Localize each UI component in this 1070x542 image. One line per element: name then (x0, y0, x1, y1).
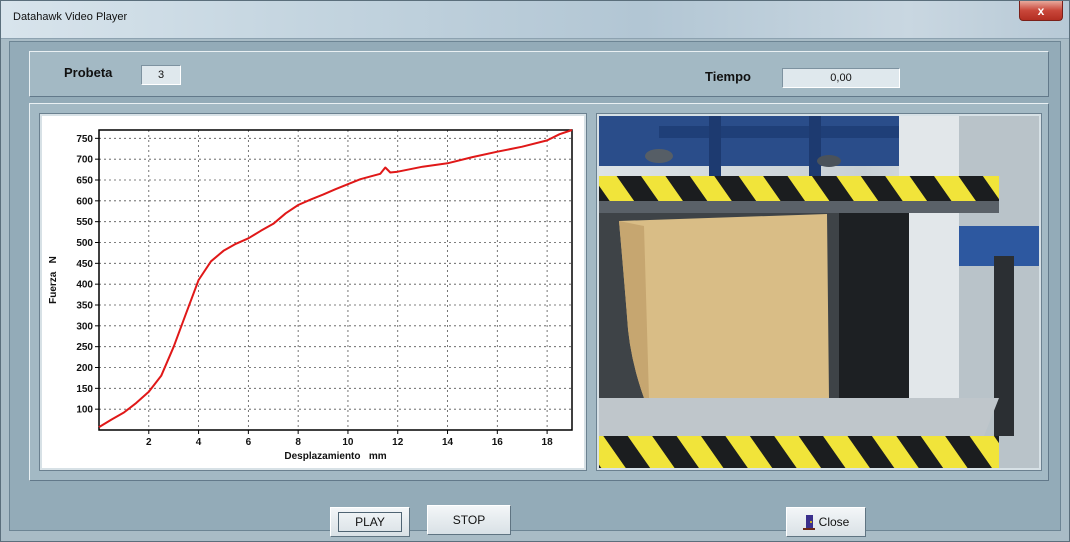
y-tick-label: 750 (76, 134, 93, 145)
plot-frame (98, 129, 573, 431)
y-tick-label: 650 (76, 176, 93, 187)
probeta-field: 3 (141, 65, 181, 85)
y-tick-label: 300 (76, 321, 93, 332)
x-tick-label: 6 (246, 437, 252, 448)
y-tick-label: 550 (76, 217, 93, 228)
tiempo-label: Tiempo (705, 69, 751, 84)
probeta-label: Probeta (64, 65, 113, 80)
title-bar[interactable]: Datahawk Video Player x (1, 1, 1069, 39)
play-button[interactable]: PLAY (330, 507, 410, 537)
chart-svg: 2 4 6 8 10 12 14 16 18 100 150 200 250 300 350 400 450 50… (48, 129, 573, 462)
video-frame (596, 113, 1042, 471)
window-title: Datahawk Video Player (13, 11, 128, 23)
x-tick-label: 14 (442, 437, 454, 448)
y-tick-label: 200 (76, 363, 93, 374)
y-tick-label: 500 (76, 238, 93, 249)
tiempo-field: 0,00 (782, 68, 900, 88)
y-tick-label: 600 (76, 196, 93, 207)
close-button-label: Close (818, 515, 850, 529)
force-curve-line (98, 129, 573, 428)
y-tick-label: 700 (76, 155, 93, 166)
window-close-button[interactable]: x (1019, 1, 1063, 21)
y-tick-label: 100 (76, 405, 93, 416)
video-image (599, 116, 1039, 468)
x-tick-label: 4 (196, 437, 202, 448)
x-tick-label: 10 (342, 437, 354, 448)
y-tick-label: 450 (76, 259, 93, 270)
close-button[interactable]: Close (786, 507, 866, 537)
y-tick-label: 150 (76, 384, 93, 395)
x-tick-label: 12 (392, 437, 404, 448)
x-tick-label: 16 (492, 437, 504, 448)
y-tick-label: 400 (76, 280, 93, 291)
x-tick-label: 8 (295, 437, 301, 448)
stop-button[interactable]: STOP (427, 505, 511, 535)
y-tick-label: 250 (76, 342, 93, 353)
close-icon: x (1037, 3, 1045, 18)
y-tick-label: 350 (76, 301, 93, 312)
x-tick-label: 18 (542, 437, 554, 448)
door-exit-icon (802, 514, 815, 530)
play-button-label: PLAY (338, 512, 402, 532)
x-tick-label: 2 (146, 437, 152, 448)
y-axis-label: Fuerza N (48, 256, 59, 304)
x-axis-label: Desplazamiento mm (284, 451, 386, 462)
force-displacement-chart: 2 4 6 8 10 12 14 16 18 100 150 200 250 300 350 400 450 50… (39, 113, 587, 471)
plot-area (99, 130, 572, 430)
